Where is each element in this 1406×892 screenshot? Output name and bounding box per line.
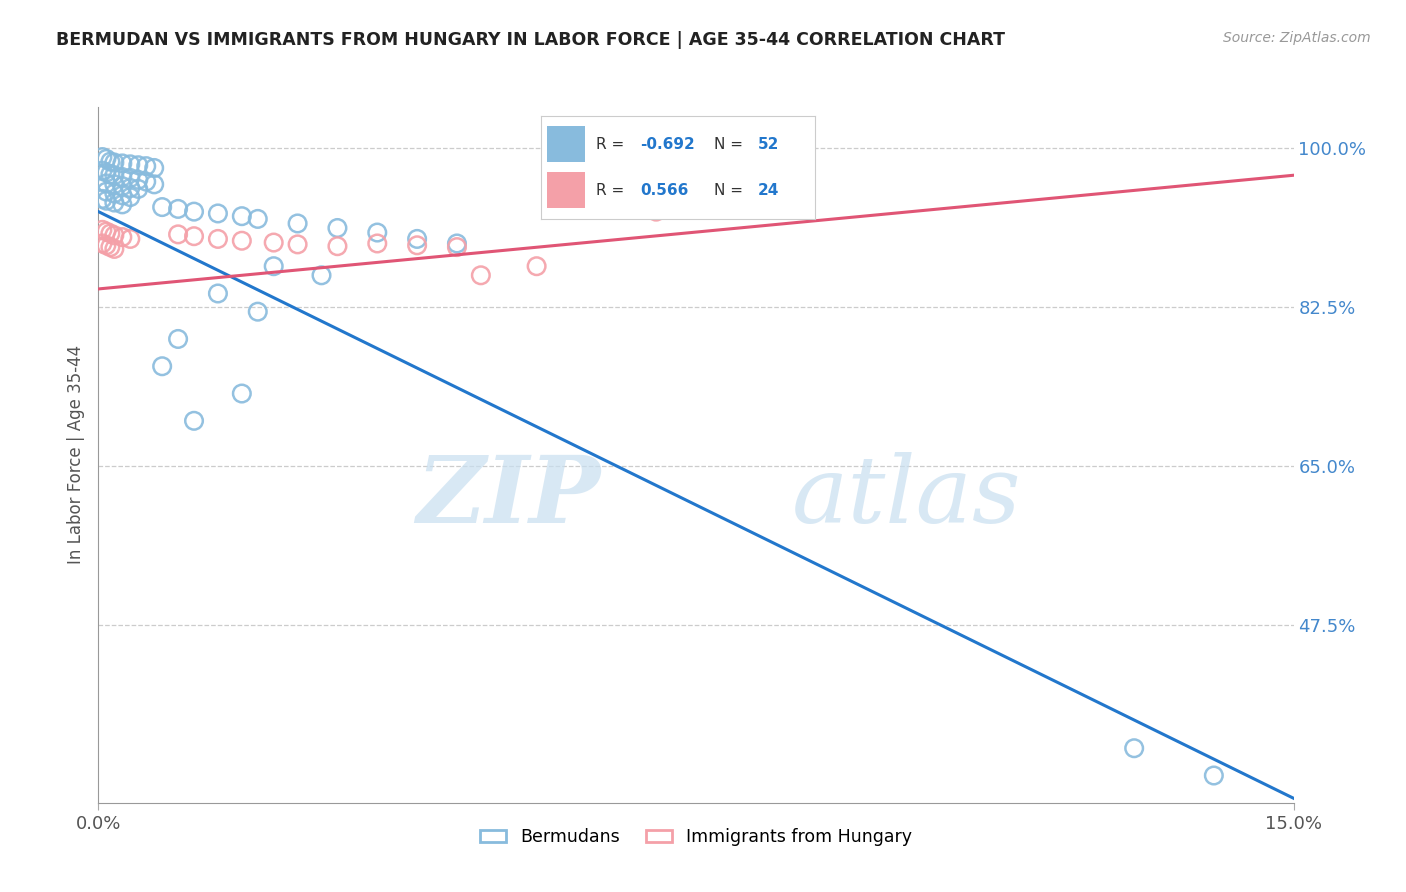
- Text: Source: ZipAtlas.com: Source: ZipAtlas.com: [1223, 31, 1371, 45]
- Point: [111, 170, 134, 185]
- Y-axis label: In Labor Force | Age 35-44: In Labor Force | Age 35-44: [66, 345, 84, 565]
- Text: -0.692: -0.692: [640, 136, 695, 152]
- Point: [103, 195, 125, 210]
- Point: [167, 227, 190, 242]
- Point: [127, 158, 149, 172]
- Point: [167, 202, 190, 216]
- Point: [207, 206, 229, 220]
- Point: [143, 161, 166, 175]
- Point: [103, 186, 125, 201]
- Point: [135, 175, 157, 189]
- Point: [446, 236, 468, 251]
- Text: atlas: atlas: [792, 451, 1021, 541]
- FancyBboxPatch shape: [547, 172, 585, 208]
- Point: [120, 171, 142, 186]
- Point: [263, 259, 285, 273]
- Point: [91, 163, 114, 178]
- Point: [526, 259, 548, 273]
- Point: [98, 240, 122, 254]
- Point: [98, 154, 122, 169]
- Point: [91, 236, 114, 251]
- Text: 0.566: 0.566: [640, 183, 689, 198]
- Point: [91, 223, 114, 237]
- Point: [96, 185, 118, 199]
- Point: [103, 242, 125, 256]
- Point: [91, 192, 114, 206]
- Point: [103, 168, 125, 182]
- Point: [207, 232, 229, 246]
- Point: [246, 304, 269, 318]
- Point: [120, 181, 142, 195]
- Point: [111, 188, 134, 202]
- Point: [120, 157, 142, 171]
- Point: [246, 211, 269, 226]
- Point: [111, 156, 134, 170]
- Point: [326, 239, 349, 253]
- Point: [91, 150, 114, 164]
- Point: [103, 178, 125, 192]
- Point: [183, 414, 205, 428]
- Point: [231, 234, 253, 248]
- Point: [96, 225, 118, 239]
- Point: [685, 202, 707, 216]
- Point: [287, 217, 309, 231]
- Point: [231, 386, 253, 401]
- Point: [150, 200, 173, 214]
- Point: [111, 179, 134, 194]
- Point: [231, 209, 253, 223]
- Point: [96, 177, 118, 191]
- Point: [263, 235, 285, 250]
- Point: [183, 229, 205, 244]
- Point: [111, 230, 134, 244]
- Text: N =: N =: [714, 136, 748, 152]
- Point: [127, 173, 149, 187]
- Point: [207, 286, 229, 301]
- Point: [366, 226, 388, 240]
- Text: R =: R =: [596, 183, 630, 198]
- Point: [98, 167, 122, 181]
- Point: [446, 240, 468, 254]
- FancyBboxPatch shape: [547, 127, 585, 162]
- Point: [183, 204, 205, 219]
- Point: [1202, 768, 1225, 782]
- Point: [96, 238, 118, 252]
- Point: [135, 159, 157, 173]
- Point: [311, 268, 333, 283]
- Point: [645, 204, 668, 219]
- Point: [167, 332, 190, 346]
- Legend: Bermudans, Immigrants from Hungary: Bermudans, Immigrants from Hungary: [474, 822, 918, 854]
- Point: [120, 190, 142, 204]
- Text: 24: 24: [758, 183, 779, 198]
- Point: [470, 268, 492, 283]
- Text: ZIP: ZIP: [416, 451, 600, 541]
- Point: [406, 232, 429, 246]
- Point: [103, 228, 125, 243]
- Point: [111, 197, 134, 211]
- Point: [406, 238, 429, 252]
- Point: [1123, 741, 1146, 756]
- Text: BERMUDAN VS IMMIGRANTS FROM HUNGARY IN LABOR FORCE | AGE 35-44 CORRELATION CHART: BERMUDAN VS IMMIGRANTS FROM HUNGARY IN L…: [56, 31, 1005, 49]
- Point: [366, 236, 388, 251]
- Text: R =: R =: [596, 136, 630, 152]
- Point: [150, 359, 173, 374]
- Point: [96, 194, 118, 208]
- Point: [103, 155, 125, 169]
- Point: [326, 221, 349, 235]
- Point: [96, 165, 118, 179]
- Point: [120, 232, 142, 246]
- Point: [143, 178, 166, 192]
- Point: [127, 182, 149, 196]
- Point: [287, 237, 309, 252]
- Text: N =: N =: [714, 183, 748, 198]
- Text: 52: 52: [758, 136, 779, 152]
- Point: [96, 152, 118, 166]
- Point: [98, 227, 122, 241]
